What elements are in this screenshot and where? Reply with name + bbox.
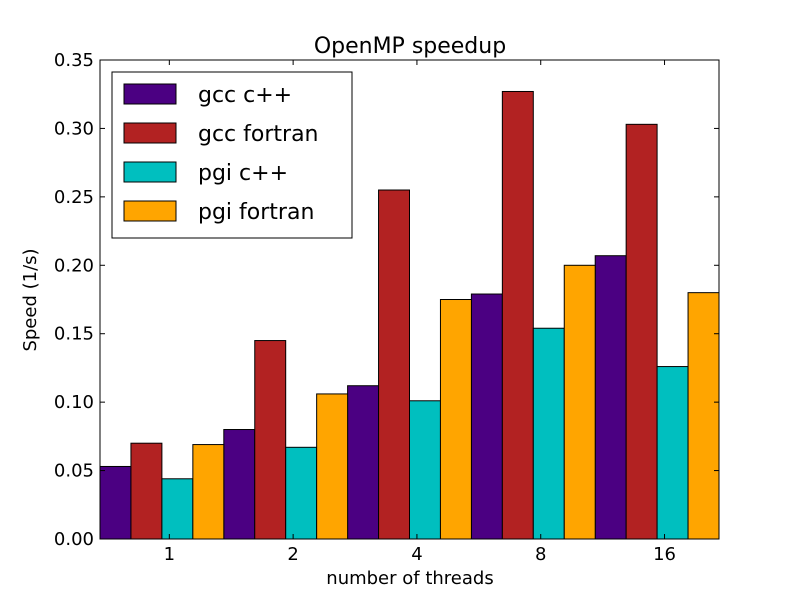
x-tick-label: 8 [535,544,546,565]
bar-gcc-fortran-16 [625,123,658,540]
x-axis-label: number of threads [326,568,493,589]
x-tick-label: 4 [411,544,422,565]
bar-gcc-c--16 [594,255,627,540]
bar-pgi-fortran-4 [439,299,472,540]
bar-pgi-c--16 [656,366,689,540]
bar-gcc-fortran-4 [378,189,410,540]
legend-swatch [123,83,177,105]
bar-pgi-c--4 [409,400,441,540]
y-tick-label: 0.05 [54,461,94,482]
bar-pgi-c--8 [532,327,565,540]
legend-label: pgi c++ [198,161,288,186]
plot-frame [99,59,720,540]
y-tick-label: 0.25 [54,187,94,208]
y-tick-label: 0.35 [54,50,94,71]
chart-title: OpenMP speedup [314,34,506,59]
y-tick-label: 0.15 [54,324,94,345]
bar-pgi-fortran-16 [687,292,720,540]
bar-gcc-fortran-2 [254,340,287,540]
y-tick-label: 0.20 [54,255,94,276]
legend: gcc c++ gcc fortran pgi c++ pgi fortran [111,71,353,239]
legend-label: pgi fortran [198,200,314,225]
axes-layer: 0.00 0.05 0.10 0.15 0.20 0.25 0.30 0.35 1 2 4 8 16 [54,50,720,565]
bar-pgi-fortran-2 [316,393,349,540]
bar-pgi-fortran-1 [192,444,225,540]
y-axis-label: Speed (1/s) [20,248,41,351]
y-tick-label: 0.30 [54,118,94,139]
x-tick-label: 1 [164,544,175,565]
legend-label: gcc fortran [198,122,319,147]
bar-pgi-c--2 [285,446,318,540]
y-tick-label: 0.00 [54,529,94,550]
y-tick-label: 0.10 [54,392,94,413]
legend-swatch [123,200,177,222]
bar-gcc-c--2 [223,429,256,540]
legend-label: gcc c++ [198,83,292,108]
bar-pgi-c--1 [161,478,194,540]
bars-layer [99,90,720,540]
x-tick-label: 16 [653,544,676,565]
legend-swatch [123,161,177,183]
bar-gcc-c--1 [99,465,132,540]
x-tick-label: 2 [287,544,298,565]
legend-swatch [123,122,177,144]
bar-pgi-fortran-8 [563,264,596,540]
bar-gcc-fortran-8 [501,90,534,540]
bar-gcc-c--8 [470,293,503,540]
bar-gcc-c--4 [347,385,380,540]
bar-gcc-fortran-1 [130,442,163,540]
